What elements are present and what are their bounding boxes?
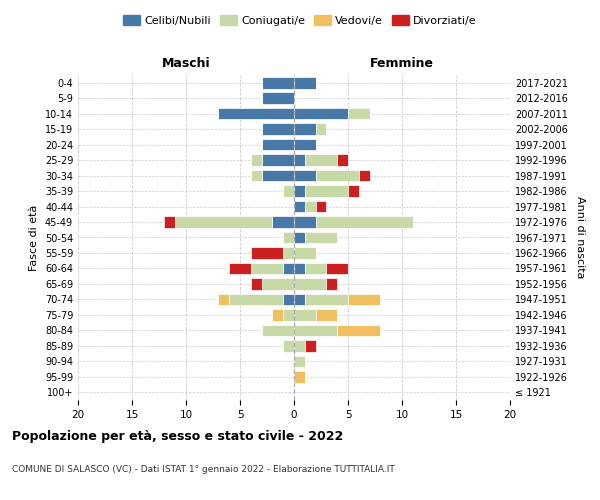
Bar: [294, 170, 316, 181]
Y-axis label: Anni di nascita: Anni di nascita: [575, 196, 584, 279]
Bar: [175, 216, 272, 228]
Bar: [262, 154, 294, 166]
Bar: [294, 356, 305, 367]
Bar: [305, 294, 348, 305]
Bar: [294, 216, 316, 228]
Bar: [294, 124, 316, 135]
Bar: [294, 262, 305, 274]
Bar: [305, 154, 337, 166]
Bar: [337, 154, 348, 166]
Bar: [326, 278, 337, 289]
Bar: [251, 278, 262, 289]
Bar: [283, 262, 294, 274]
Text: COMUNE DI SALASCO (VC) - Dati ISTAT 1° gennaio 2022 - Elaborazione TUTTITALIA.IT: COMUNE DI SALASCO (VC) - Dati ISTAT 1° g…: [12, 465, 395, 474]
Bar: [251, 262, 283, 274]
Bar: [294, 309, 316, 320]
Text: Femmine: Femmine: [370, 57, 434, 70]
Y-axis label: Fasce di età: Fasce di età: [29, 204, 39, 270]
Bar: [294, 232, 305, 243]
Bar: [262, 139, 294, 150]
Bar: [294, 371, 305, 382]
Bar: [272, 216, 294, 228]
Bar: [305, 186, 348, 197]
Text: Maschi: Maschi: [161, 57, 211, 70]
Bar: [348, 294, 380, 305]
Bar: [294, 154, 305, 166]
Bar: [316, 309, 337, 320]
Bar: [251, 154, 262, 166]
Bar: [337, 324, 380, 336]
Bar: [272, 309, 283, 320]
Bar: [348, 108, 370, 120]
Bar: [316, 170, 359, 181]
Bar: [262, 170, 294, 181]
Bar: [164, 216, 175, 228]
Bar: [262, 124, 294, 135]
Bar: [262, 77, 294, 88]
Bar: [218, 294, 229, 305]
Bar: [326, 262, 348, 274]
Bar: [251, 247, 283, 259]
Bar: [316, 124, 326, 135]
Bar: [218, 108, 294, 120]
Bar: [294, 278, 326, 289]
Bar: [305, 232, 337, 243]
Bar: [348, 186, 359, 197]
Bar: [262, 278, 294, 289]
Bar: [262, 92, 294, 104]
Bar: [251, 170, 262, 181]
Bar: [359, 170, 370, 181]
Bar: [283, 309, 294, 320]
Bar: [316, 216, 413, 228]
Bar: [283, 340, 294, 351]
Bar: [229, 294, 283, 305]
Bar: [294, 324, 337, 336]
Bar: [283, 247, 294, 259]
Bar: [294, 247, 316, 259]
Bar: [305, 262, 326, 274]
Bar: [294, 108, 348, 120]
Bar: [262, 324, 294, 336]
Bar: [305, 200, 316, 212]
Bar: [283, 294, 294, 305]
Text: Popolazione per età, sesso e stato civile - 2022: Popolazione per età, sesso e stato civil…: [12, 430, 343, 443]
Bar: [283, 186, 294, 197]
Legend: Celibi/Nubili, Coniugati/e, Vedovi/e, Divorziati/e: Celibi/Nubili, Coniugati/e, Vedovi/e, Di…: [119, 10, 481, 30]
Bar: [294, 340, 305, 351]
Bar: [229, 262, 251, 274]
Bar: [316, 200, 326, 212]
Bar: [294, 77, 316, 88]
Bar: [294, 200, 305, 212]
Bar: [305, 340, 316, 351]
Bar: [294, 139, 316, 150]
Bar: [294, 186, 305, 197]
Bar: [294, 294, 305, 305]
Bar: [283, 232, 294, 243]
